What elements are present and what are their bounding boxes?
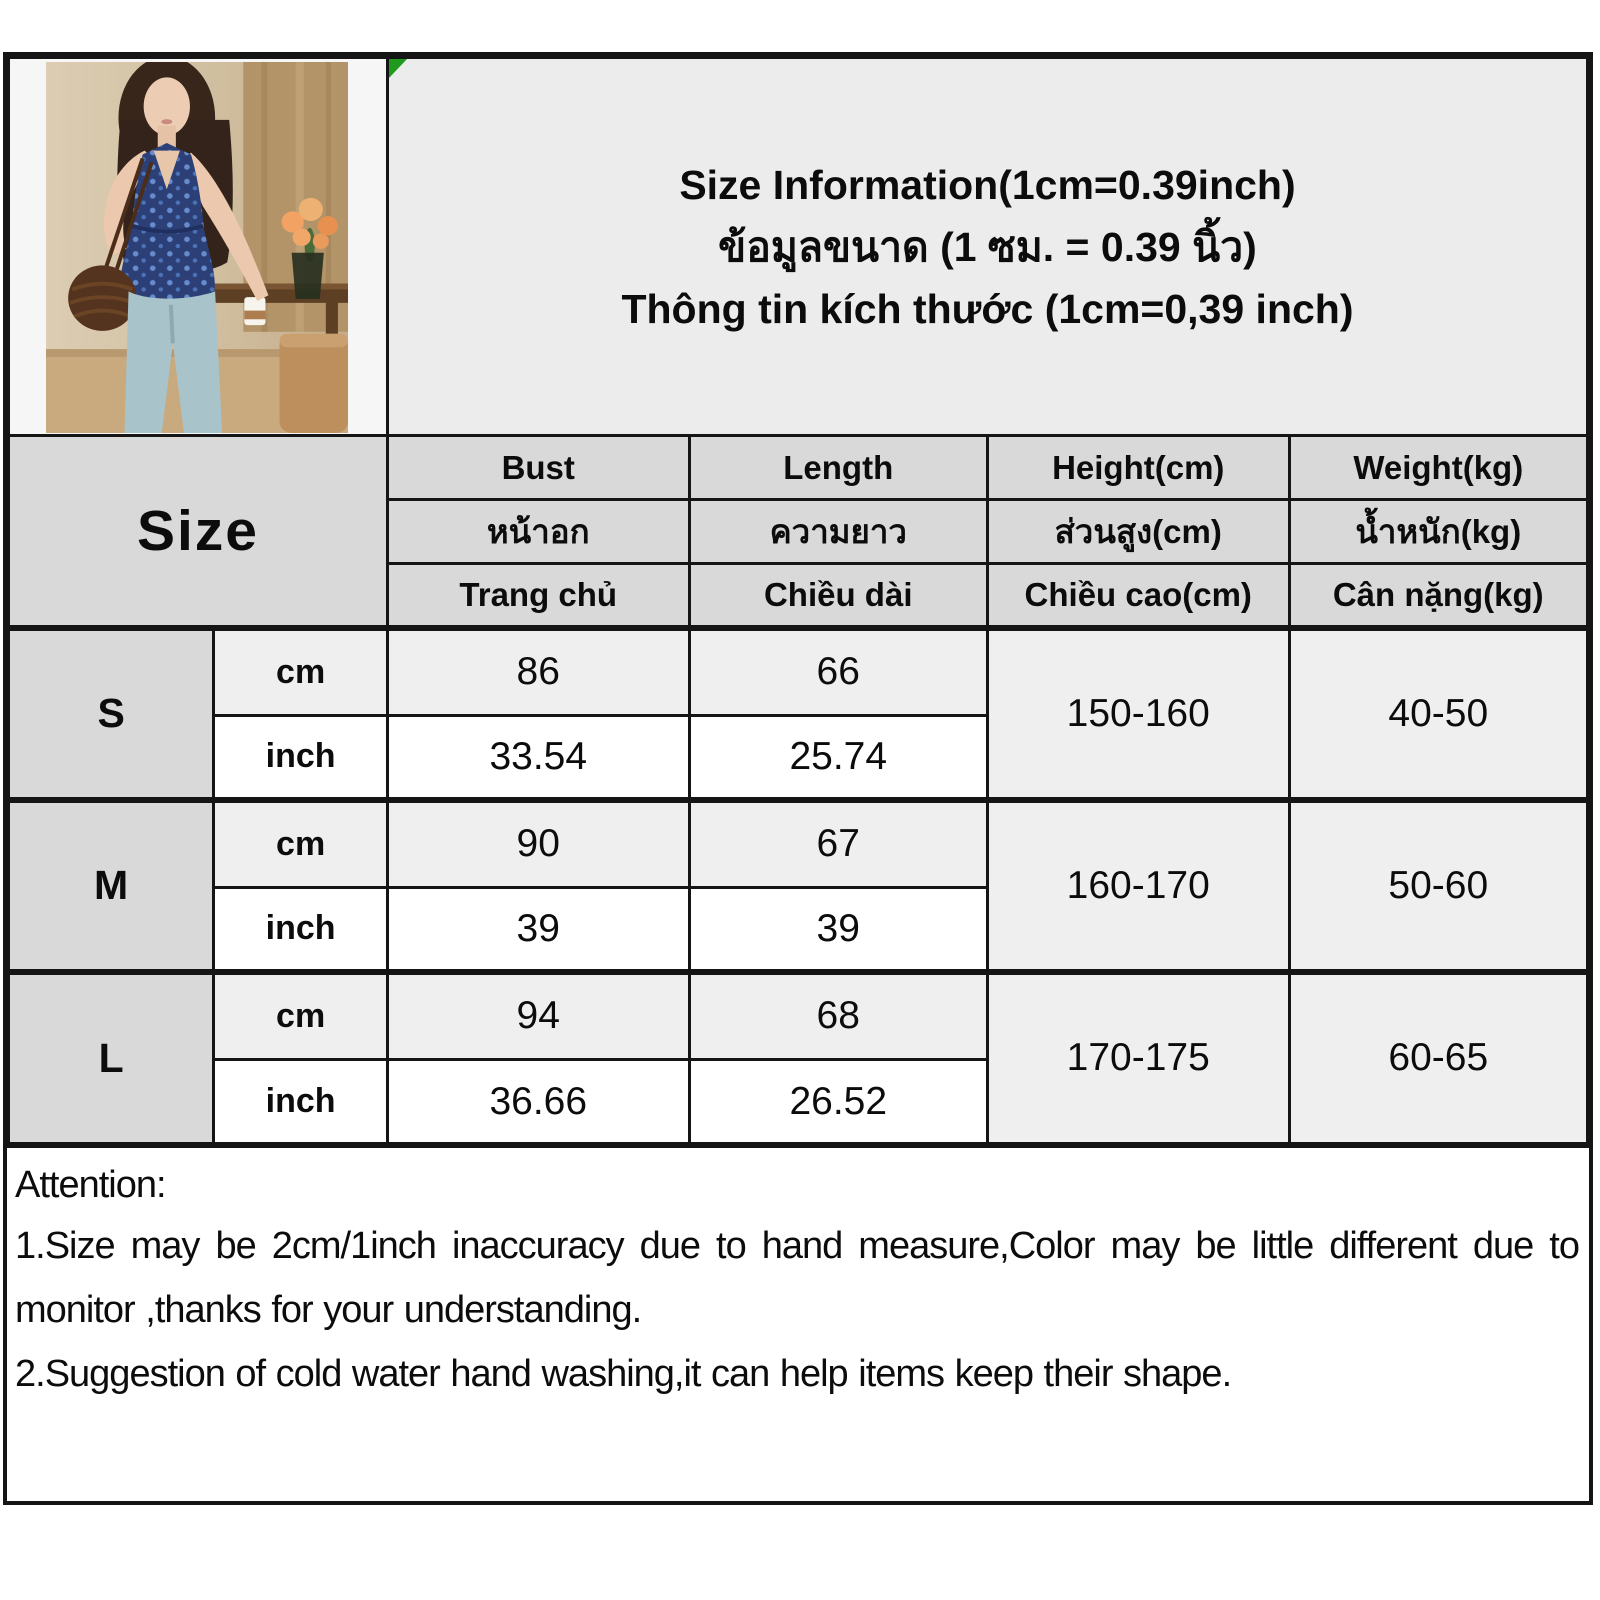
length-cm-value-l: 68	[687, 968, 989, 1061]
size-cell-m: M	[6, 796, 216, 973]
header-length-vi: Chiều dài	[687, 562, 989, 629]
header-weight-vi: Cân nặng(kg)	[1287, 562, 1590, 629]
size-info-title-th: ข้อมูลขนาด (1 ซม. = 0.39 นิ้ว)	[718, 223, 1257, 270]
unit-cell-cm: cm	[212, 624, 389, 717]
unit-cell-cm: cm	[212, 968, 389, 1061]
header-weight-th: น้ำหนัก(kg)	[1287, 498, 1590, 565]
product-photo-illustration	[46, 62, 348, 433]
length-inch-value-m: 39	[687, 886, 989, 973]
attention-section: Attention: 1.Size may be 2cm/1inch inacc…	[7, 1145, 1589, 1501]
attention-note-2: 2.Suggestion of cold water hand washing,…	[15, 1353, 1232, 1395]
table-row-l-cm: L cm 94 68 170-175 60-65	[6, 968, 1590, 1145]
bust-inch-value-s: 33.54	[385, 714, 691, 801]
height-value-s: 150-160	[985, 624, 1291, 801]
bust-cm-value-m: 90	[385, 796, 691, 889]
product-photo-cell	[7, 56, 389, 437]
table-row-m-cm: M cm 90 67 160-170 50-60	[6, 796, 1590, 973]
header-bust-vi: Trang chủ	[385, 562, 691, 629]
height-value-m: 160-170	[985, 796, 1291, 973]
size-info-title-vi: Thông tin kích thước (1cm=0,39 inch)	[621, 285, 1354, 332]
table-row-s-inch: inch 33.54 25.74	[9, 714, 1588, 801]
unit-cell-inch: inch	[212, 1058, 389, 1145]
header-length-th: ความยาว	[687, 498, 989, 565]
weight-value-l: 60-65	[1287, 968, 1590, 1145]
bust-inch-value-m: 39	[385, 886, 691, 973]
unit-cell-inch: inch	[212, 886, 389, 973]
weight-value-m: 50-60	[1287, 796, 1590, 973]
header-height-en: Height(cm)	[985, 434, 1291, 501]
header-length-en: Length	[687, 434, 989, 501]
unit-cell-cm: cm	[212, 796, 389, 889]
header-bust-en: Bust	[385, 434, 691, 501]
header-height-vi: Chiều cao(cm)	[985, 562, 1291, 629]
bust-inch-value-l: 36.66	[385, 1058, 691, 1145]
header-bust-th: หน้าอก	[385, 498, 691, 565]
green-corner-marker-icon	[390, 60, 408, 79]
length-cm-value-m: 67	[687, 796, 989, 889]
height-value-l: 170-175	[985, 968, 1291, 1145]
product-photo	[46, 62, 348, 433]
size-chart-sheet: Size Information(1cm=0.39inch) ข้อมูลขนา…	[3, 52, 1593, 1505]
table-row-m-inch: inch 39 39	[9, 886, 1588, 973]
size-information-title-cell: Size Information(1cm=0.39inch) ข้อมูลขนา…	[385, 56, 1590, 437]
bust-cm-value-l: 94	[385, 968, 691, 1061]
size-cell-l: L	[6, 968, 216, 1145]
header-size: Size	[7, 434, 389, 629]
length-inch-value-s: 25.74	[687, 714, 989, 801]
header-height-th: ส่วนสูง(cm)	[985, 498, 1291, 565]
attention-note-1: 1.Size may be 2cm/1inch inaccuracy due t…	[15, 1225, 1580, 1331]
table-row-l-inch: inch 36.66 26.52	[9, 1058, 1588, 1145]
bust-cm-value-s: 86	[385, 624, 691, 717]
weight-value-s: 40-50	[1287, 624, 1590, 801]
attention-heading: Attention:	[15, 1164, 167, 1206]
length-cm-value-s: 66	[687, 624, 989, 717]
size-chart-table: Size Information(1cm=0.39inch) ข้อมูลขนา…	[6, 56, 1590, 1145]
table-row-s-cm: S cm 86 66 150-160 40-50	[6, 624, 1590, 801]
length-inch-value-l: 26.52	[687, 1058, 989, 1145]
size-info-title-en: Size Information(1cm=0.39inch)	[679, 161, 1296, 208]
size-cell-s: S	[6, 624, 216, 801]
header-weight-en: Weight(kg)	[1287, 434, 1590, 501]
unit-cell-inch: inch	[212, 714, 389, 801]
